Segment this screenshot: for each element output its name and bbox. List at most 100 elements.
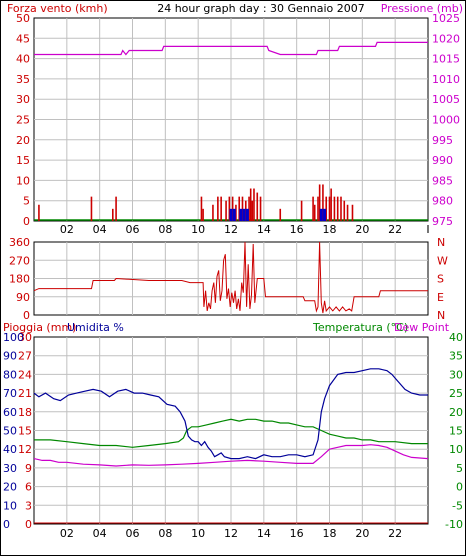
wind-y-axis-ticks: 0 5 10 15 20 25 30 35 40 45 50 xyxy=(16,12,30,228)
humidity-tick-label: 60 xyxy=(3,406,17,419)
humidity-tick-label: 90 xyxy=(3,350,17,363)
x-tick-label: 06 xyxy=(126,527,140,540)
temperature-tick-label: 20 xyxy=(449,406,463,419)
gust-bars xyxy=(229,208,327,221)
wind-bar xyxy=(231,196,234,221)
wind-bar xyxy=(317,196,319,221)
rain-tick-label: 6 xyxy=(25,481,32,494)
wind-tick-label: 10 xyxy=(16,174,30,187)
temperature-tick-label: 30 xyxy=(449,368,463,381)
wind-bar xyxy=(115,196,117,221)
wind-tick-label: 30 xyxy=(16,93,30,106)
pressure-tick-label: 1010 xyxy=(432,73,460,86)
compass-label: S xyxy=(437,273,444,286)
pressure-y-axis-ticks: 975 980 985 990 995 1000 1005 1010 1015 1020 1025 xyxy=(432,12,460,228)
pressure-tick-label: 975 xyxy=(432,215,453,228)
humidity-tick-label: 10 xyxy=(3,499,17,512)
wind-bar xyxy=(220,196,222,221)
humidity-tick-label: 0 xyxy=(3,518,10,531)
wind-bar xyxy=(212,204,214,221)
compass-label: N xyxy=(437,236,445,249)
wind-bar xyxy=(241,196,244,221)
wind-bar xyxy=(333,196,336,221)
wind-bar xyxy=(322,184,324,221)
wind-bar xyxy=(235,204,237,221)
humidity-tick-label: 30 xyxy=(3,462,17,475)
wind-tick-label: 40 xyxy=(16,53,30,66)
wind-tick-label: 5 xyxy=(23,195,30,208)
x-tick-label: 18 xyxy=(323,223,337,236)
wind-x-axis-ticks: 02 04 06 08 10 12 14 16 18 20 22 I xyxy=(60,223,430,236)
wind-bar xyxy=(228,196,231,221)
x-tick-label: 02 xyxy=(60,223,74,236)
x-tick-label: 08 xyxy=(158,223,172,236)
direction-y-axis-ticks: 360 270 180 90 0 xyxy=(9,236,30,322)
temperature-tick-label: 0 xyxy=(456,481,463,494)
wind-bar xyxy=(256,192,259,221)
rain-tick-label: 27 xyxy=(18,350,32,363)
temperature-y-axis-ticks: 40 35 30 25 20 15 10 5 0 -5 -10 xyxy=(445,331,463,531)
wind-tick-label: 25 xyxy=(16,114,30,127)
x-tick-label: 20 xyxy=(355,223,369,236)
pressure-line xyxy=(34,41,428,56)
pressure-tick-label: 1000 xyxy=(432,114,460,127)
wind-tick-label: 15 xyxy=(16,154,30,167)
temperature-tick-label: 5 xyxy=(456,462,463,475)
x-tick-label: 12 xyxy=(224,223,238,236)
x-tick-label: 22 xyxy=(388,223,402,236)
pressure-axis-label: Pressione (mb) xyxy=(381,2,463,15)
wind-bar xyxy=(351,204,354,221)
temperature-tick-label: 25 xyxy=(449,387,463,400)
direction-line xyxy=(33,241,428,314)
temperature-tick-label: 35 xyxy=(449,350,463,363)
rain-tick-label: 9 xyxy=(25,462,32,475)
wind-bar xyxy=(330,188,332,221)
temperature-tick-label: 40 xyxy=(449,331,463,344)
x-tick-label: 14 xyxy=(257,527,271,540)
x-tick-label: 12 xyxy=(224,527,238,540)
pressure-tick-label: 995 xyxy=(432,134,453,147)
x-tick-label: 18 xyxy=(323,527,337,540)
x-tick-label: 10 xyxy=(191,527,205,540)
wind-bar xyxy=(90,196,93,221)
humidity-axis-label: Umidita % xyxy=(67,321,124,334)
wind-bar xyxy=(259,196,262,221)
rain-tick-label: 0 xyxy=(25,518,32,531)
wind-bar xyxy=(253,188,255,221)
x-tick-label: 10 xyxy=(191,223,205,236)
humidity-tick-label: 80 xyxy=(3,368,17,381)
x-tick-label: 22 xyxy=(388,527,402,540)
wind-bar xyxy=(343,200,346,221)
wind-tick-label: 35 xyxy=(16,73,30,86)
wind-bar xyxy=(225,200,227,221)
temperature-tick-label: -5 xyxy=(452,499,463,512)
wind-bar xyxy=(217,196,219,221)
wind-bar xyxy=(244,200,247,221)
wind-bar xyxy=(336,196,339,221)
x-tick-label: I xyxy=(426,223,429,236)
humidity-tick-label: 70 xyxy=(3,387,17,400)
pressure-tick-label: 985 xyxy=(432,174,453,187)
wind-bar xyxy=(313,204,316,221)
pressure-tick-label: 990 xyxy=(432,154,453,167)
wind-bar xyxy=(249,188,252,221)
x-tick-label: 06 xyxy=(126,223,140,236)
temperature-line xyxy=(34,418,428,448)
direction-tick-label: 0 xyxy=(23,309,30,322)
wind-tick-label: 20 xyxy=(16,134,30,147)
wind-bar xyxy=(318,184,321,221)
wind-bar xyxy=(346,204,349,221)
humidity-tick-label: 100 xyxy=(3,331,24,344)
wind-grid xyxy=(34,18,428,221)
rain-tick-label: 3 xyxy=(25,499,32,512)
wind-bar xyxy=(248,196,250,221)
wind-bar xyxy=(251,200,254,221)
gust-bar xyxy=(232,208,236,221)
humidity-tick-label: 50 xyxy=(3,425,17,438)
wind-bar xyxy=(38,204,40,221)
wind-bar xyxy=(300,200,303,221)
